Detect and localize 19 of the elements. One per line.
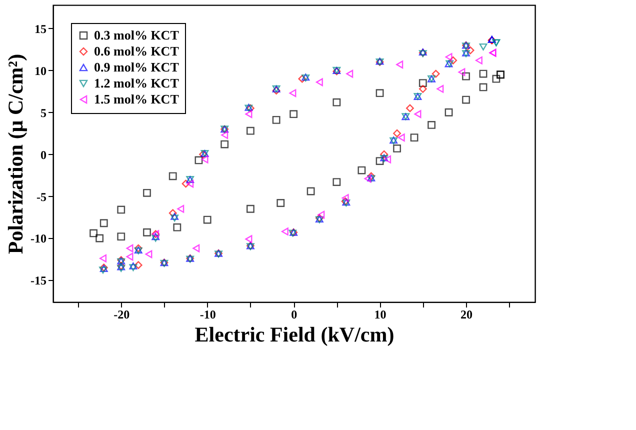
legend-label: 0.9 mol% KCT: [94, 60, 180, 74]
x-tick-label: -20: [114, 308, 130, 322]
x-tick-label: 20: [460, 308, 473, 322]
y-tick-label: -10: [30, 232, 46, 246]
legend-label: 1.5 mol% KCT: [94, 92, 180, 106]
y-tick-label: -15: [30, 274, 46, 288]
y-tick-label: 15: [34, 22, 46, 36]
y-tick-label: -5: [36, 190, 46, 204]
y-axis-title: Polarization (μ C/cm²): [4, 54, 28, 254]
y-tick-label: 0: [40, 148, 46, 162]
legend-label: 0.3 mol% KCT: [94, 28, 180, 42]
y-tick-label: 10: [34, 64, 46, 78]
x-axis-title: Electric Field (kV/cm): [194, 322, 394, 346]
legend-label: 0.6 mol% KCT: [94, 44, 180, 58]
y-tick-label: 5: [40, 106, 46, 120]
x-tick-label: 10: [374, 308, 386, 322]
x-tick-label: -10: [200, 308, 216, 322]
legend-label: 1.2 mol% KCT: [94, 76, 180, 90]
x-tick-label: 0: [291, 308, 298, 322]
